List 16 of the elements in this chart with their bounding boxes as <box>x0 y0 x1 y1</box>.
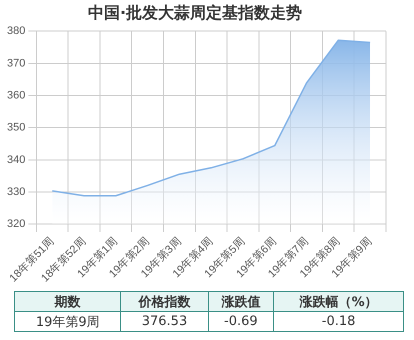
text: -0.69 <box>208 312 274 332</box>
text: 价格指数 <box>120 292 208 312</box>
y-tick-label: 350 <box>6 122 26 134</box>
y-tick-label: 360 <box>6 90 26 102</box>
y-tick-label: 330 <box>6 186 26 198</box>
text: 376.53 <box>120 312 208 332</box>
text: 涨跌值 <box>208 292 274 312</box>
text: 19年第9周 <box>14 312 121 332</box>
chart-title: 中国·批发大蒜周定基指数走势 <box>88 2 302 22</box>
y-tick-label: 320 <box>6 218 26 230</box>
text: -0.18 <box>274 312 404 332</box>
y-tick-label: 380 <box>6 25 26 38</box>
text: 期数 <box>14 292 121 312</box>
text: 涨跌幅（%） <box>274 292 404 312</box>
y-tick-label: 370 <box>6 57 26 70</box>
y-tick-label: 340 <box>6 154 26 166</box>
